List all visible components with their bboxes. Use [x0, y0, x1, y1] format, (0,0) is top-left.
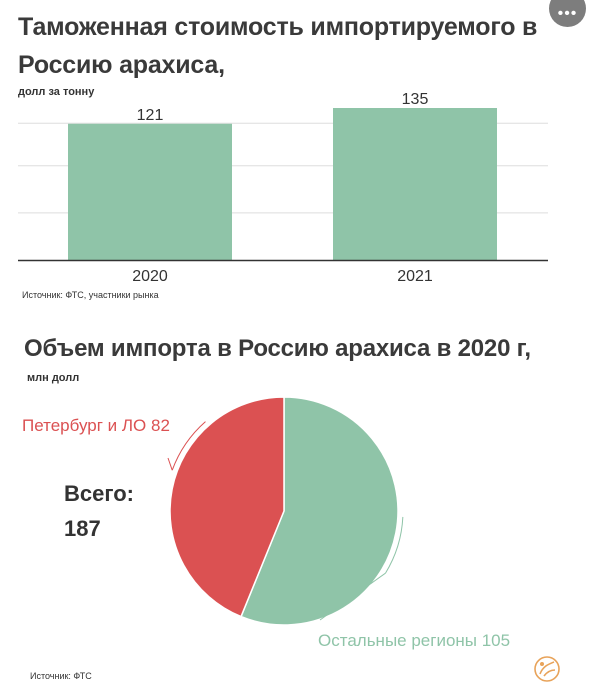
- bar-chart-bars: [68, 108, 497, 260]
- pie-total-value: 187: [64, 516, 101, 541]
- callout-leader-other-regions: [319, 572, 386, 621]
- bar-value-label-2020: 121: [137, 107, 164, 124]
- x-axis-tick-labels: 2020 2021: [132, 268, 433, 285]
- more-horizontal-icon: •••: [557, 4, 578, 22]
- pie-total-label: Всего:: [64, 481, 134, 506]
- callout-petersburg: [171, 421, 206, 471]
- more-options-button[interactable]: •••: [549, 0, 586, 27]
- bar-chart: 121 135 2020 2021: [18, 91, 548, 285]
- pie-slice-other-regions: [240, 396, 399, 626]
- bar-chart-source: Источник: ФТС, участники рынка: [22, 290, 159, 300]
- bar-2020: [68, 123, 232, 260]
- peanut-logo-icon: [534, 656, 560, 682]
- bar-2021: [333, 108, 497, 260]
- callout-other-regions: [385, 516, 404, 574]
- x-tick-label-2020: 2020: [132, 268, 168, 285]
- pie-label-petersburg: Петербург и ЛО 82: [22, 416, 170, 435]
- pie-chart-source: Источник: ФТС: [30, 671, 92, 681]
- pie-chart: Петербург и ЛО 82 Остальные регионы 105: [22, 396, 510, 650]
- bar-chart-unit: долл за тонну: [18, 86, 95, 98]
- bar-chart-value-labels: 121 135: [137, 91, 429, 124]
- x-tick-label-2021: 2021: [397, 268, 433, 285]
- pie-chart-title: Объем импорта в Россию арахиса в 2020 г,: [24, 335, 531, 362]
- pie-chart-unit: млн долл: [27, 372, 80, 384]
- bar-value-label-2021: 135: [402, 91, 429, 108]
- callout-leader-petersburg: [167, 457, 173, 471]
- pie-label-other-regions: Остальные регионы 105: [318, 631, 510, 650]
- pie-slice-petersburg: [169, 396, 285, 618]
- bar-chart-title: Таможенная стоимость импортируемого в Ро…: [18, 13, 538, 79]
